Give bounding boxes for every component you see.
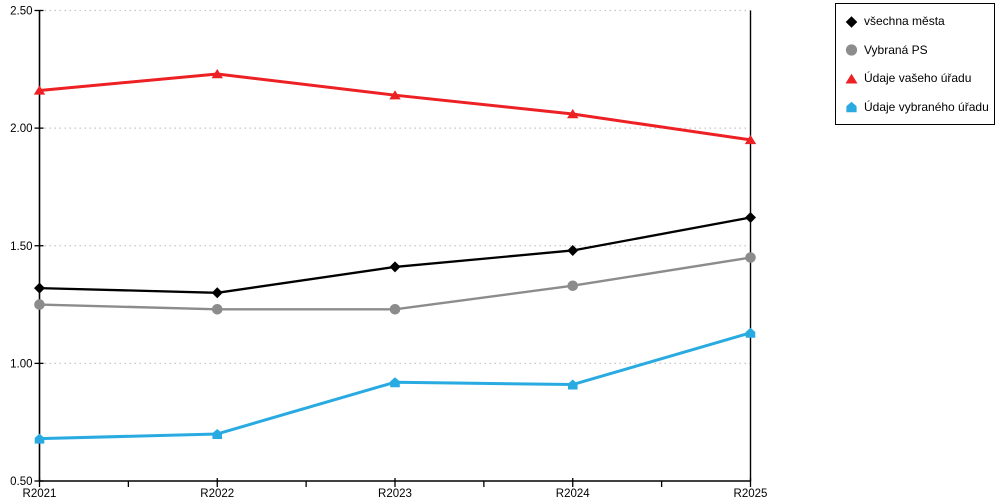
legend-item-1: Vybraná PS (845, 43, 990, 57)
legend-label: Údaje vašeho úřadu (864, 71, 972, 86)
y-tick-label: 1.50 (10, 241, 32, 253)
data-point-marker (34, 433, 45, 444)
data-point-marker (845, 44, 858, 56)
series-1 (34, 252, 756, 315)
diamond-legend-marker-icon (845, 15, 858, 28)
data-point-marker (845, 73, 858, 84)
series-0 (34, 212, 756, 299)
legend-item-2: Údaje vašeho úřadu (845, 71, 990, 85)
series-3 (34, 327, 756, 444)
data-point-marker (211, 69, 223, 79)
data-point-marker (389, 261, 401, 273)
data-point-marker (567, 379, 578, 390)
data-point-marker (567, 244, 579, 256)
x-tick-label: R2023 (378, 488, 412, 500)
y-tick-label: 1.00 (10, 358, 32, 370)
legend: všechna města Vybraná PS Údaje vašeho úřad… (835, 3, 995, 125)
triangle-legend-marker-icon (845, 73, 858, 84)
data-point-marker (567, 280, 579, 292)
y-tick-label: 2.00 (10, 123, 32, 135)
data-point-marker (211, 287, 223, 299)
circle-legend-marker-icon (845, 44, 858, 56)
series-2 (33, 69, 757, 145)
data-point-marker (745, 252, 756, 263)
data-point-marker (212, 428, 223, 439)
data-point-marker (744, 134, 757, 145)
x-tick-label: R2022 (200, 488, 234, 500)
data-point-marker (390, 377, 400, 388)
data-point-marker (745, 212, 756, 224)
y-tick-label: 2.50 (10, 6, 32, 18)
data-point-marker (389, 90, 401, 100)
series-line (39, 72, 751, 142)
series-line (39, 216, 751, 294)
data-point-marker (33, 85, 46, 95)
data-point-marker (567, 109, 579, 119)
data-point-marker (845, 15, 858, 28)
y-tick-label: 0.50 (10, 476, 32, 488)
legend-item-0: všechna města (845, 14, 990, 28)
legend-label: Údaje vybraného úřadu (864, 99, 989, 114)
x-tick-label: R2024 (556, 488, 590, 500)
data-point-marker (34, 282, 45, 294)
legend-item-3: Údaje vybraného úřadu (845, 100, 990, 114)
data-point-marker (34, 299, 45, 310)
data-point-marker (389, 303, 401, 315)
legend-label: všechna města (864, 14, 945, 29)
data-point-marker (211, 303, 223, 315)
legend-label: Vybraná PS (864, 42, 928, 57)
data-point-marker (846, 101, 857, 113)
house-legend-marker-icon (846, 101, 857, 113)
x-tick-label: R2021 (23, 488, 57, 500)
x-tick-label: R2025 (734, 488, 768, 500)
data-point-marker (745, 327, 756, 338)
